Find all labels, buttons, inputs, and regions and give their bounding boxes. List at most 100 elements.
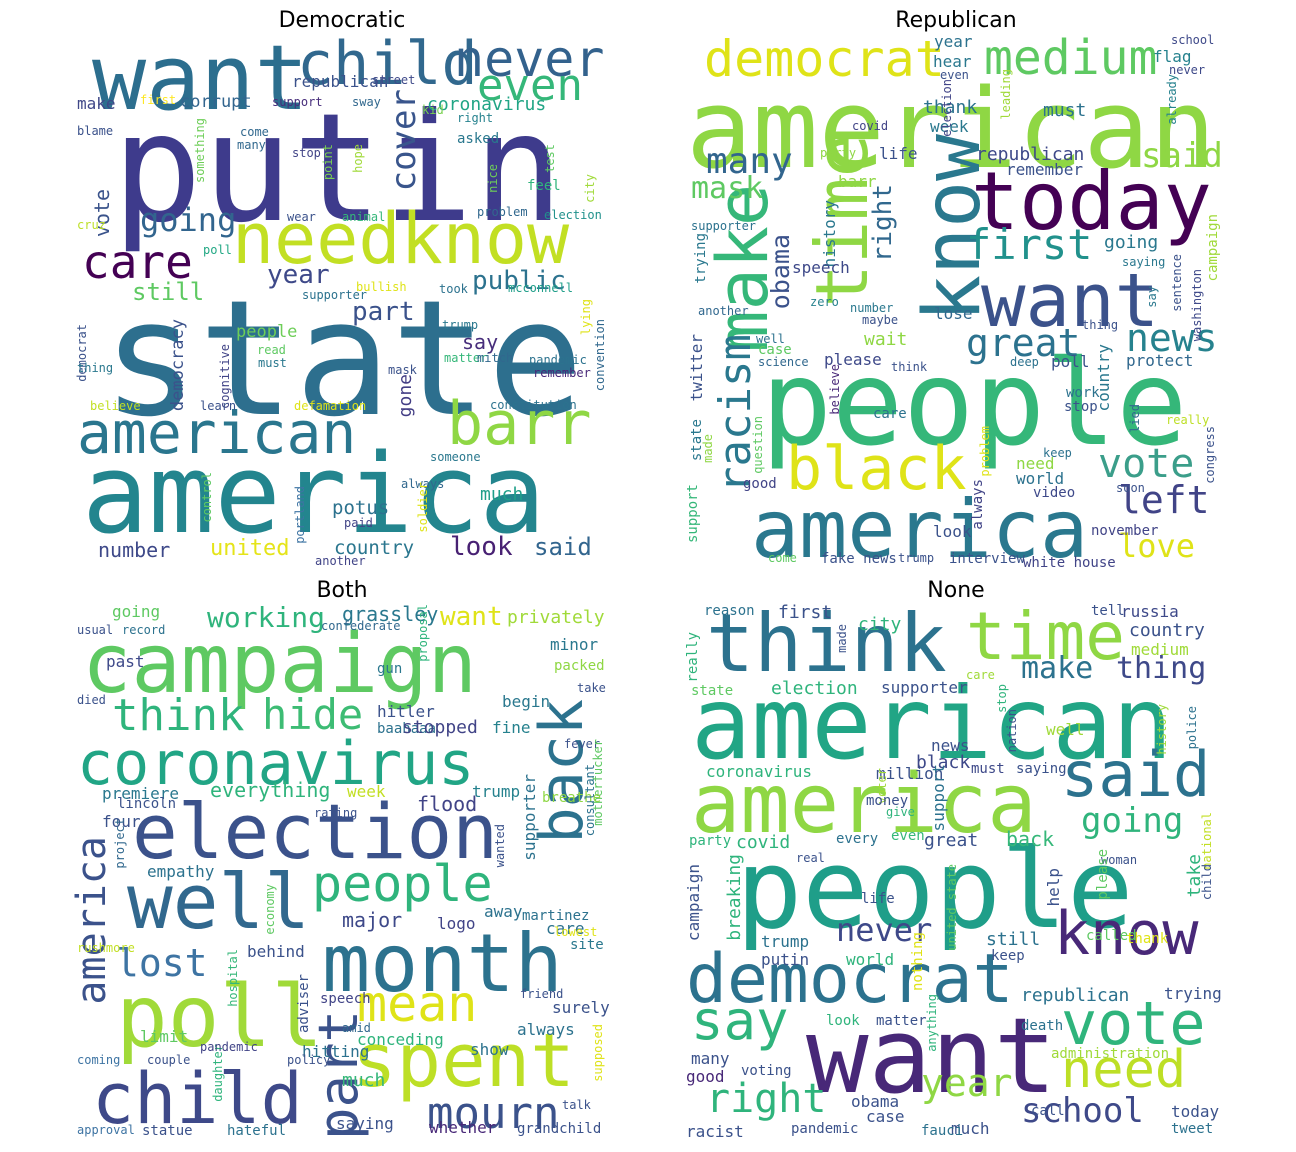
word-child: child	[92, 1058, 303, 1140]
word-even: even	[891, 828, 925, 844]
word-consultant: consultant	[583, 764, 597, 837]
word-week: week	[347, 782, 386, 801]
word-test: test	[543, 144, 557, 173]
word-already: already	[1165, 74, 1179, 125]
word-street: street	[372, 73, 416, 87]
word-supporter: supporter	[302, 288, 368, 302]
word-republican: republican	[976, 144, 1085, 165]
word-martinez: martinez	[522, 908, 590, 924]
word-working: working	[207, 604, 326, 634]
word-supporter: supporter	[881, 678, 968, 697]
word-police: police	[1185, 706, 1199, 750]
word-today: today	[1171, 1102, 1220, 1121]
word-thing: thing	[77, 361, 114, 375]
word-come: come	[768, 551, 797, 565]
word-right: right	[868, 184, 898, 263]
word-maybe: maybe	[862, 313, 899, 327]
word-administration: administration	[1051, 1046, 1170, 1062]
word-never: never	[454, 34, 605, 88]
word-life: life	[861, 891, 895, 907]
word-hateful: hateful	[227, 1123, 287, 1139]
word-much: much	[342, 1070, 386, 1091]
word-trump: trump	[472, 782, 521, 801]
word-reason: reason	[704, 604, 755, 619]
word-case: case	[758, 342, 792, 358]
word-record: record	[122, 623, 166, 637]
word-look: look	[450, 532, 513, 562]
word-back: back	[1006, 827, 1055, 851]
word-care: care	[546, 919, 585, 938]
word-trying: trying	[693, 233, 709, 284]
word-must: must	[258, 356, 287, 370]
word-made: made	[835, 624, 849, 653]
word-stop: stop	[292, 146, 321, 160]
word-thank: thank	[1126, 931, 1169, 947]
word-going: going	[1081, 801, 1184, 841]
word-interview: interview	[949, 551, 1025, 567]
word-grassley: grassley	[342, 604, 439, 626]
word-american: american	[77, 399, 357, 467]
word-vote: vote	[1061, 989, 1206, 1059]
word-stop: stop	[1064, 399, 1098, 415]
word-washington: washington	[1190, 269, 1204, 342]
word-medium: medium	[984, 34, 1158, 86]
word-million: million	[876, 764, 944, 783]
word-spent: spent	[352, 1018, 575, 1104]
word-campaign: campaign	[686, 864, 703, 942]
word-fine: fine	[492, 718, 531, 737]
word-wear: wear	[287, 210, 316, 224]
panel-title-republican: Republican	[895, 8, 1017, 33]
word-privately: privately	[507, 607, 605, 628]
word-cruz: cruz	[77, 218, 106, 232]
word-hope: hope	[351, 144, 365, 173]
word-going: going	[112, 604, 161, 621]
word-please: please	[1095, 849, 1111, 900]
word-constitution: constitution	[490, 398, 577, 412]
word-many: many	[691, 1049, 730, 1068]
word-real: real	[796, 851, 825, 865]
word-twitter: twitter	[687, 334, 706, 402]
word-really: really	[686, 632, 701, 683]
word-soon: soon	[1116, 481, 1145, 495]
word-well: well	[1046, 720, 1085, 739]
word-state: state	[102, 265, 584, 452]
word-never: never	[1169, 63, 1206, 77]
word-american: american	[691, 665, 1173, 782]
word-premiere: premiere	[102, 784, 180, 803]
word-want: want	[92, 34, 309, 131]
word-white-house: white house	[1023, 555, 1116, 570]
word-nation: nation	[1005, 709, 1019, 753]
word-leading: leading	[999, 69, 1013, 120]
word-united: united	[210, 536, 290, 561]
word-speech: speech	[792, 258, 850, 277]
word-show: show	[470, 1040, 509, 1059]
word-economy: economy	[263, 884, 277, 935]
word-packed: packed	[554, 658, 605, 674]
word-gun: gun	[377, 661, 403, 677]
word-cloud: putin state america want child never even needk…	[72, 34, 612, 570]
word-whether: whether	[429, 1118, 497, 1137]
word-friend: friend	[520, 987, 564, 1001]
word-potus: potus	[332, 497, 390, 519]
word-rushmore: rushmore	[77, 941, 135, 955]
word-year: year	[267, 260, 330, 290]
word-history: history	[1155, 704, 1169, 755]
word-supposed: supposed	[591, 1024, 605, 1082]
word-mask: mask	[691, 171, 764, 206]
word-first: first	[966, 220, 1093, 269]
word-election: election	[771, 678, 858, 699]
word-republican: republican	[292, 72, 389, 91]
word-lowest: lowest	[554, 925, 598, 939]
word-republican: republican	[1021, 985, 1130, 1006]
word-many: many	[237, 138, 266, 152]
word-child: child	[297, 34, 478, 99]
word-wait: wait	[864, 329, 908, 350]
word-even: even	[477, 60, 583, 111]
word-city: city	[583, 174, 597, 203]
word-pandemic: pandemic	[529, 353, 587, 367]
word-much: much	[951, 1119, 990, 1138]
word-convention: convention	[593, 319, 607, 392]
word-nice: nice	[486, 164, 500, 193]
word-care: care	[966, 668, 995, 682]
word-racist: racist	[686, 1122, 744, 1140]
